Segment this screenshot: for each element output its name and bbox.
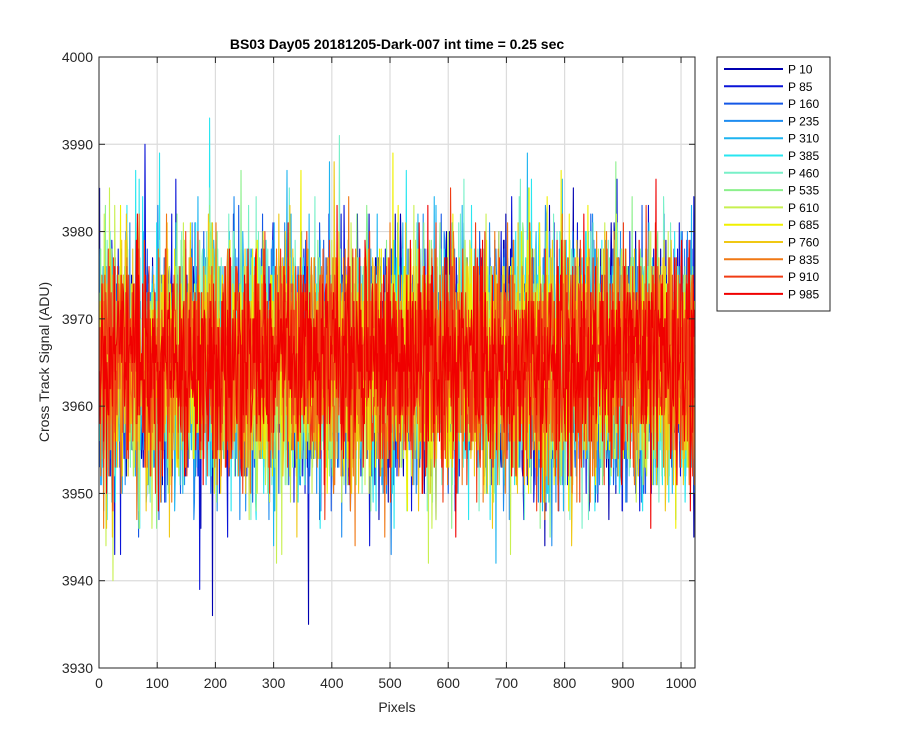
y-axis-label: Cross Track Signal (ADU) [36, 282, 52, 442]
chart-title: BS03 Day05 20181205-Dark-007 int time = … [230, 36, 564, 52]
legend-label: P 535 [788, 184, 819, 198]
legend-label: P 835 [788, 253, 819, 267]
plot-frame [98, 56, 696, 669]
legend-label: P 610 [788, 201, 819, 215]
x-axis-label: Pixels [378, 699, 415, 715]
x-tick-label: 700 [495, 675, 519, 691]
x-tick-label: 400 [320, 675, 344, 691]
y-tick-label: 4000 [62, 49, 93, 65]
x-tick-label: 800 [553, 675, 577, 691]
y-tick-label: 3970 [62, 311, 93, 327]
y-tick-label: 3960 [62, 398, 93, 414]
x-tick-label: 1000 [665, 675, 696, 691]
legend-label: P 10 [788, 63, 813, 77]
x-tick-label: 0 [95, 675, 103, 691]
legend-label: P 760 [788, 236, 819, 250]
x-tick-label: 900 [611, 675, 635, 691]
legend-label: P 985 [788, 287, 819, 301]
y-tick-label: 3940 [62, 573, 93, 589]
ticks [98, 56, 695, 669]
y-tick-label: 3990 [62, 136, 93, 152]
x-tick-label: 100 [146, 675, 170, 691]
legend-label: P 460 [788, 166, 819, 180]
y-tick-label: 3980 [62, 224, 93, 240]
legend: P 10 P 85 P 160 P 235 P 310 P 385 P 460 P 535 P … [716, 56, 831, 312]
legend-box [716, 56, 831, 312]
y-tick-labels: 3930 3940 3950 3960 3970 3980 3990 4000 [62, 49, 93, 676]
series-layer [99, 117, 696, 625]
legend-label: P 910 [788, 270, 819, 284]
x-tick-label: 500 [378, 675, 402, 691]
x-tick-label: 200 [204, 675, 228, 691]
y-tick-label: 3950 [62, 485, 93, 501]
x-tick-label: 300 [262, 675, 286, 691]
x-tick-labels: 0 100 200 300 400 500 600 700 800 900 1000 [95, 675, 697, 691]
legend-label: P 310 [788, 132, 819, 146]
legend-label: P 685 [788, 218, 819, 232]
legend-label: P 160 [788, 97, 819, 111]
legend-label: P 235 [788, 114, 819, 128]
y-tick-label: 3930 [62, 660, 93, 676]
legend-label: P 385 [788, 149, 819, 163]
series-line-p985 [99, 178, 696, 538]
x-tick-label: 600 [437, 675, 461, 691]
legend-label: P 85 [788, 80, 813, 94]
